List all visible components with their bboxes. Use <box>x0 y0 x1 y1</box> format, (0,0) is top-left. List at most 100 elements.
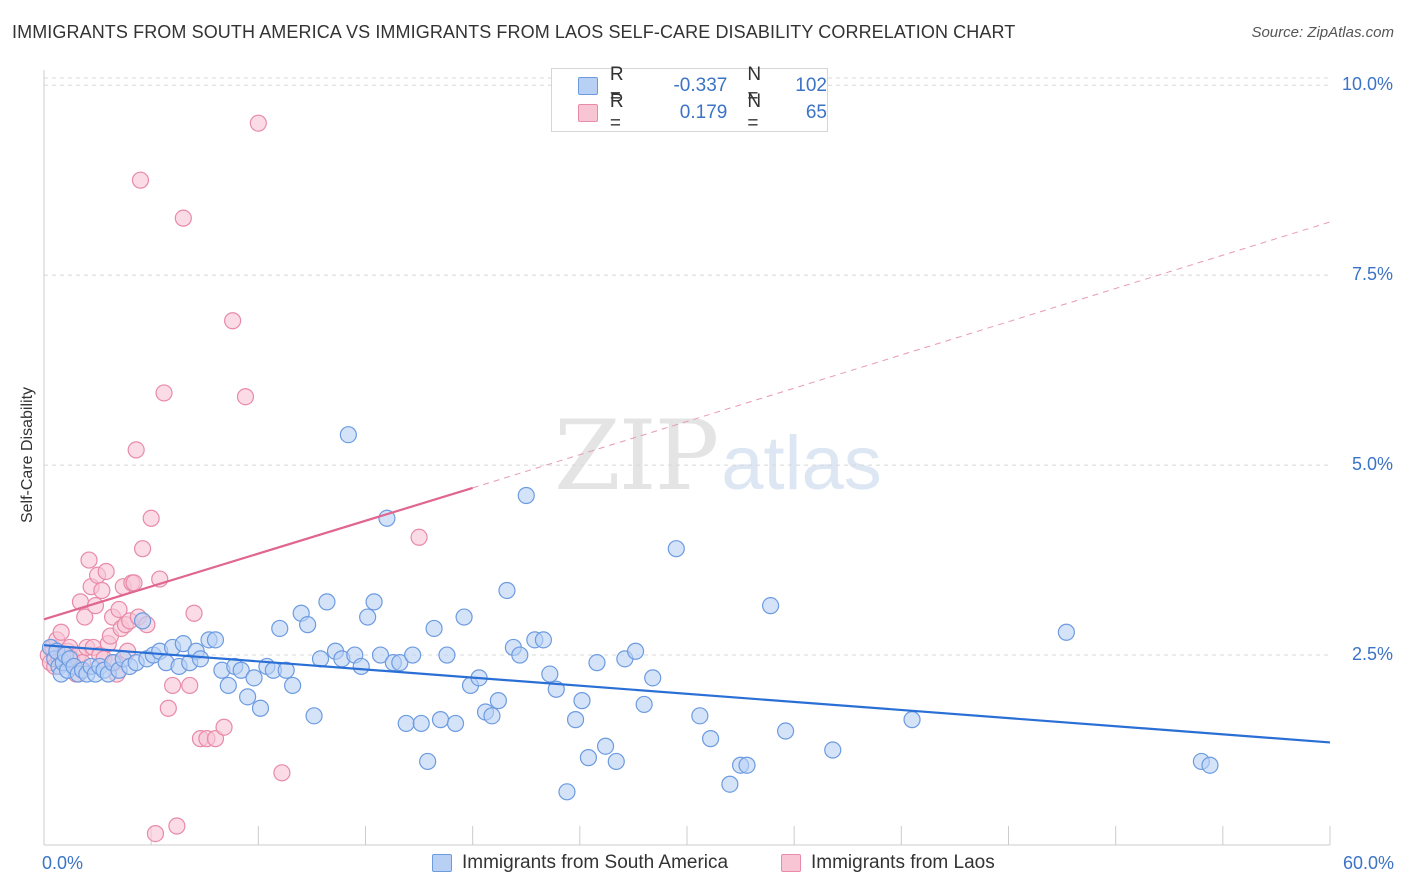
south-america-point <box>431 711 450 729</box>
south-america-point <box>425 619 443 638</box>
south-america-point <box>489 692 507 710</box>
source-label: Source: ZipAtlas.com <box>1251 24 1394 41</box>
south-america-point <box>573 692 591 710</box>
laos-point <box>133 540 152 558</box>
legend-swatch-blue <box>432 854 452 872</box>
south-america-point <box>1057 623 1075 641</box>
y-tick-label: 2.5% <box>1351 644 1393 665</box>
south-america-point <box>626 642 645 660</box>
south-america-trend-line <box>43 644 1331 744</box>
legend-n-label: N = <box>747 64 762 107</box>
laos-point <box>224 312 242 330</box>
laos-point <box>206 730 225 748</box>
legend-n-value: 65 <box>805 102 827 123</box>
x-tick-label-max: 60.0% <box>1342 853 1394 873</box>
laos-point <box>93 581 111 600</box>
south-america-point <box>305 707 323 725</box>
south-america-point <box>239 688 257 706</box>
south-america-point <box>271 619 289 638</box>
laos-point <box>159 699 177 717</box>
legend-swatch-blue <box>578 77 598 95</box>
south-america-point <box>133 612 152 630</box>
south-america-point <box>438 646 456 664</box>
south-america-point <box>558 783 576 801</box>
laos-trend-line <box>43 486 473 621</box>
south-america-point <box>419 752 437 771</box>
laos-point <box>80 551 98 569</box>
legend-swatch-pink <box>578 104 598 122</box>
axes <box>43 70 1331 846</box>
legend-r-value: 0.179 <box>679 102 728 123</box>
south-america-point <box>318 593 336 611</box>
south-america-point <box>644 669 662 687</box>
south-america-point <box>596 737 615 755</box>
south-america-point <box>588 654 606 672</box>
south-america-point <box>534 631 552 649</box>
south-america-point <box>761 597 780 615</box>
south-america-point <box>824 741 842 759</box>
south-america-point <box>174 635 192 653</box>
laos-point <box>236 388 255 406</box>
south-america-point <box>412 714 430 733</box>
laos-trend-extension <box>472 221 1331 489</box>
south-america-point <box>446 714 465 733</box>
series-south-america-points <box>41 426 1219 801</box>
laos-point <box>127 441 145 459</box>
south-america-point <box>339 426 357 444</box>
south-america-point <box>391 654 409 672</box>
south-america-point <box>191 650 210 668</box>
legend-n-value: 102 <box>795 75 827 96</box>
y-tick-label: 7.5% <box>1351 264 1393 285</box>
legend-label-laos: Immigrants from Laos <box>811 852 995 873</box>
laos-point <box>181 676 199 695</box>
south-america-point <box>541 665 559 683</box>
south-america-point <box>511 646 529 664</box>
laos-point <box>97 562 115 581</box>
laos-point <box>410 528 428 546</box>
laos-point <box>164 676 182 695</box>
south-america-point <box>517 486 535 505</box>
y-tick-label: 10.0% <box>1341 74 1393 95</box>
south-america-point <box>776 722 795 740</box>
south-america-point <box>701 730 720 748</box>
south-america-point <box>251 699 270 717</box>
south-america-point <box>277 661 295 679</box>
south-america-point <box>635 695 653 714</box>
south-america-point <box>245 669 263 687</box>
trend-lines <box>43 221 1331 744</box>
south-america-point <box>483 707 501 725</box>
south-america-point <box>691 707 709 725</box>
south-america-point <box>352 657 370 676</box>
south-america-point <box>284 676 302 695</box>
legend-item-south-america: Immigrants from South America <box>432 852 728 874</box>
laos-point <box>185 604 203 622</box>
stats-legend: R = -0.337 N = 102 R = 0.179 N = 65 <box>551 64 828 134</box>
legend-item-laos: Immigrants from Laos <box>781 852 995 874</box>
south-america-point <box>1201 756 1219 774</box>
south-america-point <box>579 749 598 767</box>
south-america-point <box>738 756 756 774</box>
south-america-point <box>219 676 237 695</box>
south-america-point <box>232 661 250 679</box>
legend-r-label: R = <box>609 64 624 107</box>
laos-point <box>131 171 150 189</box>
laos-point <box>110 600 128 619</box>
laos-point <box>52 623 70 641</box>
south-america-point <box>455 608 473 626</box>
grid-lines <box>44 77 1330 656</box>
laos-point <box>174 209 192 227</box>
south-america-point <box>607 752 625 771</box>
south-america-point <box>404 646 422 664</box>
south-america-point <box>365 593 383 611</box>
south-america-point <box>311 650 330 668</box>
laos-point <box>146 825 165 843</box>
laos-point <box>155 384 173 402</box>
south-america-point <box>397 714 415 733</box>
laos-point <box>215 718 233 736</box>
south-america-point <box>498 581 516 600</box>
legend-row-laos: R = 0.179 N = 65 <box>578 91 827 134</box>
chart-title: IMMIGRANTS FROM SOUTH AMERICA VS IMMIGRA… <box>12 22 1016 42</box>
south-america-point <box>566 711 585 729</box>
x-tick-label-min: 0.0% <box>42 853 84 873</box>
